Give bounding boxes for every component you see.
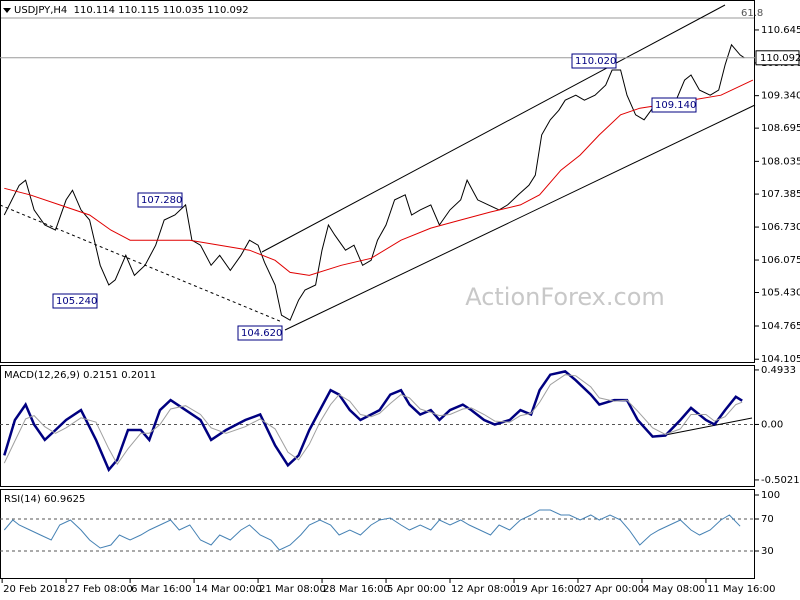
annotation-box	[571, 53, 617, 69]
x-tick-label: 27 Feb 08:00	[67, 584, 133, 595]
panel-title: USDJPY,H4 110.114 110.115 110.035 110.09…	[14, 5, 249, 16]
y-tick-label: -0.5021	[761, 475, 800, 486]
menu-triangle	[3, 8, 11, 13]
last-price-box	[755, 50, 800, 66]
y-tick-label: 106.730	[761, 222, 800, 233]
annotation: 104.620	[241, 328, 282, 339]
panel-border	[0, 489, 755, 579]
x-tick-label: 4 May 08:00	[643, 584, 705, 595]
y-tick-label: 106.075	[761, 255, 800, 266]
x-tick-label: 11 May 16:00	[707, 584, 776, 595]
annotation: 110.020	[575, 56, 616, 67]
y-tick-label: 108.695	[761, 123, 800, 134]
series-line	[3, 374, 743, 466]
watermark: ActionForex.com	[465, 283, 665, 311]
channel-upper	[261, 4, 726, 253]
y-tick-label: 108.035	[761, 156, 800, 167]
annotation-box	[651, 97, 697, 113]
annotation: 105.240	[56, 296, 97, 307]
y-tick-label: 0.00	[761, 419, 783, 430]
series-line	[4, 79, 754, 276]
y-tick-label: 104.105	[761, 354, 800, 365]
y-tick-label: 100	[761, 490, 780, 501]
y-tick-label: 105.430	[761, 288, 800, 299]
y-tick-label: 107.385	[761, 189, 800, 200]
channel-lower	[284, 104, 756, 331]
y-tick-label: 30	[761, 546, 774, 557]
panel-title: MACD(12,26,9) 0.2151 0.2011	[4, 370, 156, 381]
x-tick-label: 6 Mar 16:00	[131, 584, 191, 595]
last-price-label: 110.092	[760, 53, 800, 64]
panel-title: RSI(14) 60.9625	[4, 494, 85, 505]
annotation-box	[237, 325, 283, 341]
panel-border	[0, 0, 755, 363]
x-tick-label: 14 Mar 00:00	[195, 584, 262, 595]
annotation: 107.280	[141, 195, 182, 206]
panel-border	[0, 365, 755, 487]
y-tick-label: 104.765	[761, 321, 800, 332]
annotation: 61.8	[741, 8, 763, 19]
x-tick-label: 21 Mar 08:00	[259, 584, 326, 595]
y-tick-label: 110.645	[761, 25, 800, 36]
x-tick-label: 19 Apr 16:00	[515, 584, 580, 595]
y-tick-label: 109.340	[761, 91, 800, 102]
series-line	[3, 370, 743, 473]
x-tick-label: 27 Apr 00:00	[579, 584, 644, 595]
annotation-box	[137, 192, 183, 208]
macd-trend-line	[654, 417, 753, 438]
y-tick-label: 0.4933	[761, 365, 796, 376]
trend-line	[0, 204, 283, 323]
x-tick-label: 12 Apr 08:00	[451, 584, 516, 595]
x-tick-label: 28 Mar 16:00	[323, 584, 390, 595]
series-line	[3, 43, 745, 321]
x-tick-label: 5 Apr 00:00	[387, 584, 446, 595]
series-line	[3, 509, 741, 551]
annotation: 109.140	[655, 100, 696, 111]
x-tick-label: 20 Feb 2018	[3, 584, 65, 595]
annotation-box	[52, 293, 98, 309]
y-tick-label: 70	[761, 514, 774, 525]
